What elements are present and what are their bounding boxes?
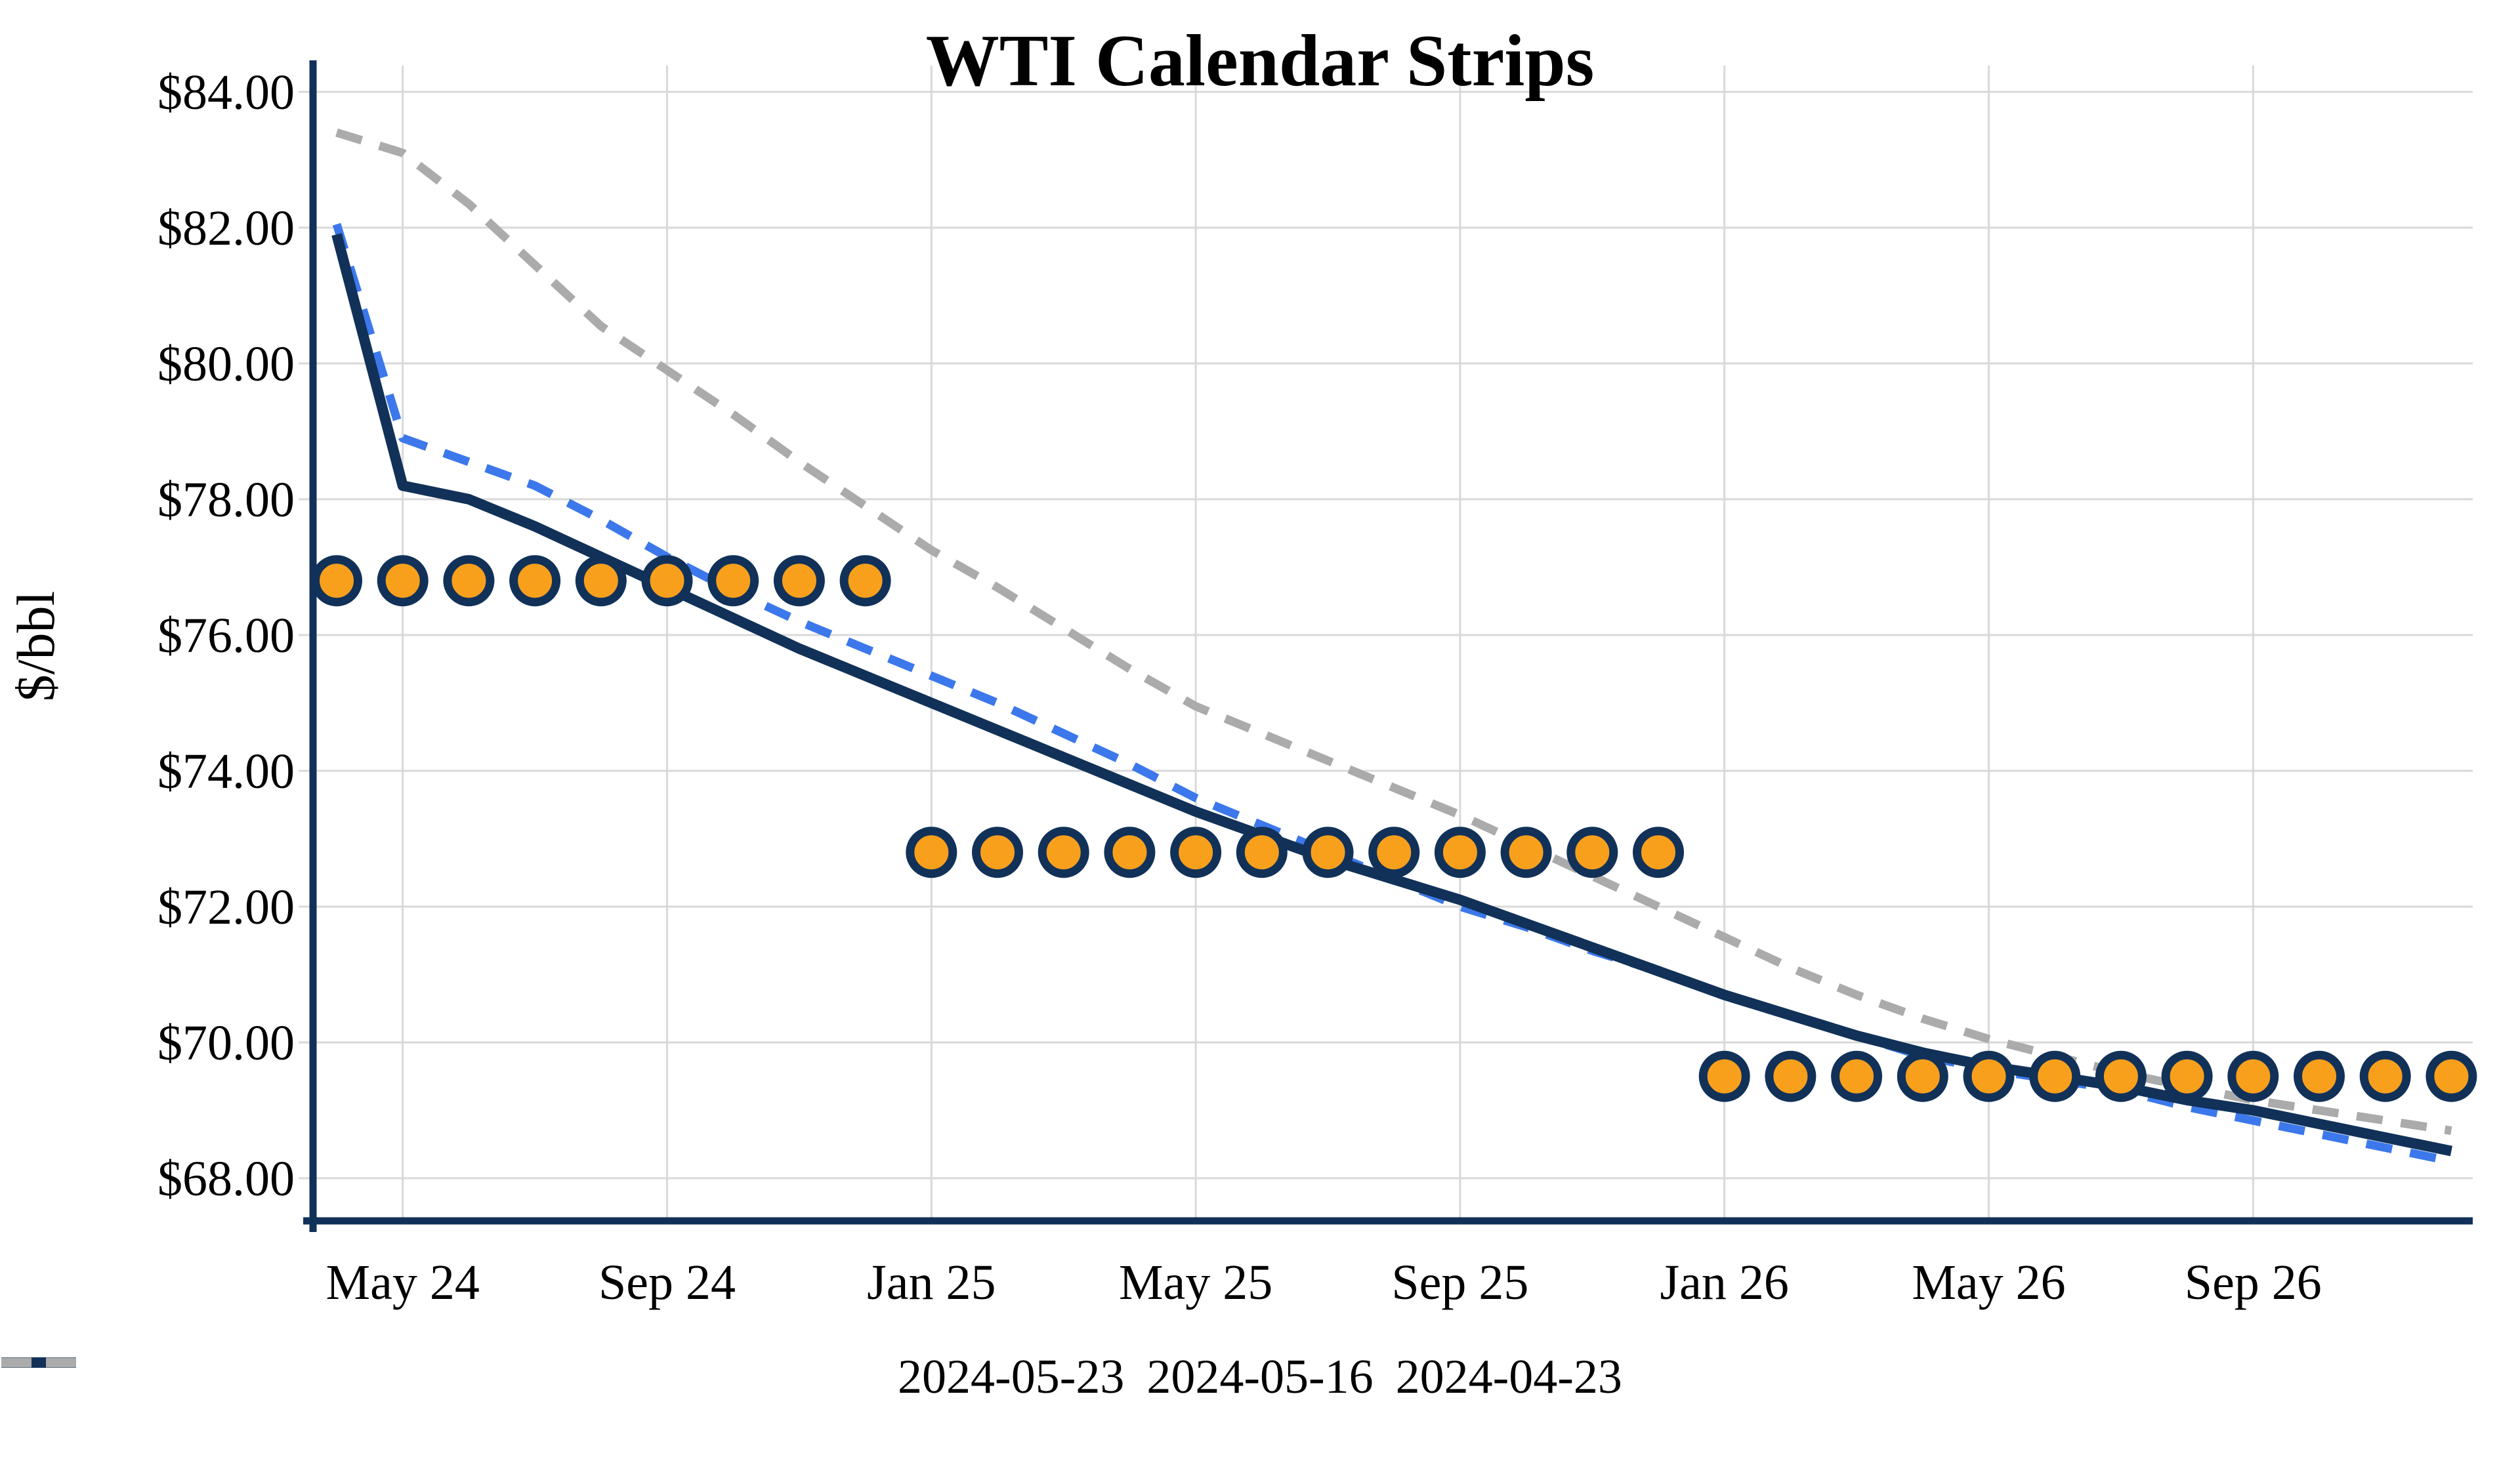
series-line-2024-05-23: [331, 233, 2453, 1157]
axis-tick-labels: $84.00 $82.00 $80.00 $78.00 $76.00 $74.00 $72.…: [158, 65, 2322, 1310]
series-line-2024-05-16: [332, 222, 2452, 1166]
legend-label: 2024-05-23: [898, 1350, 1125, 1404]
y-tick-label: $70.00: [158, 1016, 295, 1071]
series-lines: [331, 128, 2453, 1166]
strip-marker: [1566, 827, 1618, 878]
strip-marker: [1236, 827, 1288, 878]
x-tick-label: Jan 26: [1660, 1255, 1789, 1310]
strip-marker: [509, 555, 561, 607]
x-tick-label: May 25: [1119, 1255, 1272, 1310]
strip-marker: [377, 555, 429, 607]
gridlines: [299, 66, 2473, 1221]
strip-marker: [2426, 1050, 2477, 1102]
strip-marker: [1698, 1050, 1750, 1102]
strip-marker: [1368, 827, 1420, 878]
x-tick-label: Jan 25: [867, 1255, 996, 1310]
x-tick-label: May 24: [326, 1255, 480, 1310]
strip-marker: [2029, 1050, 2081, 1102]
chart-title: WTI Calendar Strips: [926, 20, 1595, 102]
strip-markers: [311, 555, 2477, 1102]
strip-marker: [773, 555, 825, 607]
y-tick-label: $76.00: [158, 608, 295, 663]
axes: [303, 60, 2473, 1232]
y-tick-label: $68.00: [158, 1151, 295, 1206]
strip-marker: [1302, 827, 1354, 878]
strip-marker: [1765, 1050, 1816, 1102]
x-tick-label: Sep 25: [1391, 1255, 1528, 1310]
y-tick-label: $82.00: [158, 201, 295, 256]
legend-item: 2024-04-23: [1, 1350, 1622, 1404]
strip-marker: [2095, 1050, 2147, 1102]
strip-marker: [1963, 1050, 2015, 1102]
strip-marker: [972, 827, 1023, 878]
strip-marker: [1633, 827, 1684, 878]
strip-marker: [2161, 1050, 2213, 1102]
strip-marker: [443, 555, 495, 607]
y-tick-label: $72.00: [158, 880, 295, 935]
y-tick-label: $78.00: [158, 472, 295, 527]
strip-marker: [1038, 827, 1089, 878]
legend-label: 2024-05-16: [1146, 1350, 1374, 1404]
legend-label: 2024-04-23: [1395, 1350, 1622, 1404]
strip-marker: [1831, 1050, 1883, 1102]
strip-marker: [2294, 1050, 2345, 1102]
strip-marker: [707, 555, 759, 607]
strip-marker: [1897, 1050, 1948, 1102]
x-tick-label: Sep 24: [598, 1255, 736, 1310]
strip-marker: [1104, 827, 1156, 878]
legend-item: 2024-05-23: [1, 1350, 1125, 1404]
legend-swatch-dashed: [1, 1357, 76, 1368]
legend: 2024-05-23 2024-05-16 2024-04-23: [0, 1353, 2520, 1401]
strip-marker: [641, 555, 693, 607]
strip-marker: [1170, 827, 1222, 878]
legend-item: 2024-05-16: [1, 1350, 1374, 1404]
strip-marker: [575, 555, 627, 607]
strip-marker: [839, 555, 891, 607]
y-tick-label: $74.00: [158, 744, 295, 799]
y-tick-label: $80.00: [158, 337, 295, 392]
series-line-2024-04-23: [335, 128, 2452, 1135]
x-tick-label: Sep 26: [2185, 1255, 2322, 1310]
x-tick-label: May 26: [1912, 1255, 2065, 1310]
strip-marker: [311, 555, 362, 607]
y-tick-label: $84.00: [158, 65, 295, 120]
strip-marker: [1434, 827, 1486, 878]
strip-marker: [2227, 1050, 2279, 1102]
strip-marker: [906, 827, 957, 878]
y-axis-title: $/bbl: [6, 591, 66, 702]
strip-marker: [2359, 1050, 2411, 1102]
strip-marker: [1500, 827, 1552, 878]
